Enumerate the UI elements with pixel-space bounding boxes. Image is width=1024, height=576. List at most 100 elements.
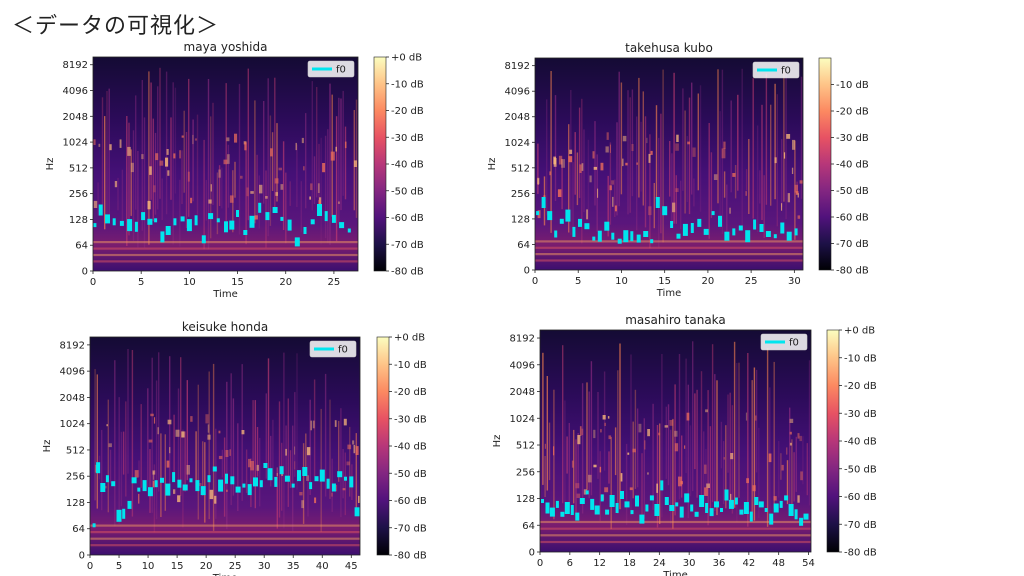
f0-point [720,508,723,512]
f0-point [92,523,96,528]
y-tick-label: 4096 [510,360,535,371]
spectrogram-image [93,57,358,271]
f0-point [773,503,779,513]
x-tick-label: 0 [87,561,93,572]
x-tick-label: 42 [742,558,755,569]
f0-point [127,219,133,232]
f0-point [259,480,263,488]
f0-point [724,231,730,241]
f0-point [630,231,634,242]
f0-point [180,216,185,222]
f0-point [584,223,590,230]
colorbar [376,336,390,556]
x-tick-label: 15 [658,276,671,287]
f0-point [263,463,268,468]
f0-point [284,475,290,482]
f0-point [347,228,351,233]
f0-point [280,216,284,221]
f0-point [703,228,709,235]
f0-point [620,491,624,499]
f0-point [331,483,336,492]
y-tick-label: 8192 [510,334,535,345]
f0-series [541,480,809,526]
y-tick-label: 8192 [505,61,530,72]
f0-point [623,230,629,243]
spectrogram-panel-2: takehusa kubo 0 64 128 256 512 1024 2048 4096 819… [470,30,950,306]
y-tick-label: 64 [522,521,535,532]
f0-point [258,202,262,213]
legend: f0 [760,333,808,351]
f0-point [224,221,228,233]
legend-label: f0 [789,338,799,349]
colorbar-tick-label: -60 dB [844,492,877,503]
f0-point [242,483,246,488]
f0-point [291,483,295,488]
f0-point [754,497,759,505]
colorbar-tick-label: -60 dB [836,213,869,224]
f0-point [579,498,585,504]
x-tick-label: 20 [279,277,292,288]
f0-point [675,502,679,507]
x-axis-label: Time [212,289,237,300]
y-tick-label: 1024 [510,414,535,425]
colorbar [826,329,840,553]
colorbar-tick-label: -70 dB [844,520,877,531]
f0-point [758,501,764,508]
x-tick-label: 54 [802,558,815,569]
f0-point [337,471,343,478]
y-tick-label: 0 [82,267,88,278]
colorbar-tick-label: -40 dB [391,160,424,171]
x-tick-label: 0 [90,277,96,288]
y-tick-label: 0 [524,266,530,277]
y-tick-label: 1024 [63,138,88,149]
y-tick-label: 256 [66,472,85,483]
f0-point [339,222,345,229]
f0-point [728,499,734,509]
f0-point [682,223,688,236]
f0-point [142,480,147,492]
x-tick-label: 12 [593,558,606,569]
f0-point [697,218,702,227]
f0-point [189,478,193,483]
f0-point [635,495,639,507]
f0-point [272,207,278,213]
x-tick-label: 0 [532,276,538,287]
f0-point [96,462,101,474]
spectrogram-chart-2: takehusa kubo 0 64 128 256 512 1024 2048 4096 819… [487,41,869,299]
colorbar-tick-label: -80 dB [836,266,869,277]
x-tick-label: 10 [183,277,196,288]
x-axis-label: Time [656,288,681,299]
colorbar-tick-label: -70 dB [391,240,424,251]
f0-point [112,218,116,226]
f0-point [570,505,574,515]
y-tick-label: 256 [516,467,535,478]
f0-point [116,509,122,522]
f0-point [549,507,555,517]
f0-point [624,501,630,508]
colorbar-tick-label: -50 dB [836,186,869,197]
f0-point [216,218,220,223]
f0-point [218,479,224,492]
y-axis-label: Hz [42,440,53,453]
f0-point [769,513,774,525]
f0-point [134,221,138,232]
f0-point [122,508,126,519]
colorbar-tick-label: -70 dB [394,523,427,534]
f0-point [617,238,622,244]
y-tick-label: 128 [516,494,535,505]
f0-point [297,470,301,482]
f0-series [93,202,351,247]
chart-title: masahiro tanaka [625,313,726,327]
colorbar-tick-label: +0 dB [391,53,422,64]
f0-point [572,226,576,237]
chart-title: maya yoshida [184,40,268,54]
f0-point [743,502,749,514]
f0-point [344,476,347,481]
colorbar-tick-label: -20 dB [394,387,427,398]
f0-point [105,475,109,483]
y-tick-label: 4096 [505,87,530,98]
x-axis-label: Time [662,570,687,576]
colorbar-tick-label: -40 dB [394,442,427,453]
f0-point [753,219,757,230]
f0-point [98,204,103,216]
